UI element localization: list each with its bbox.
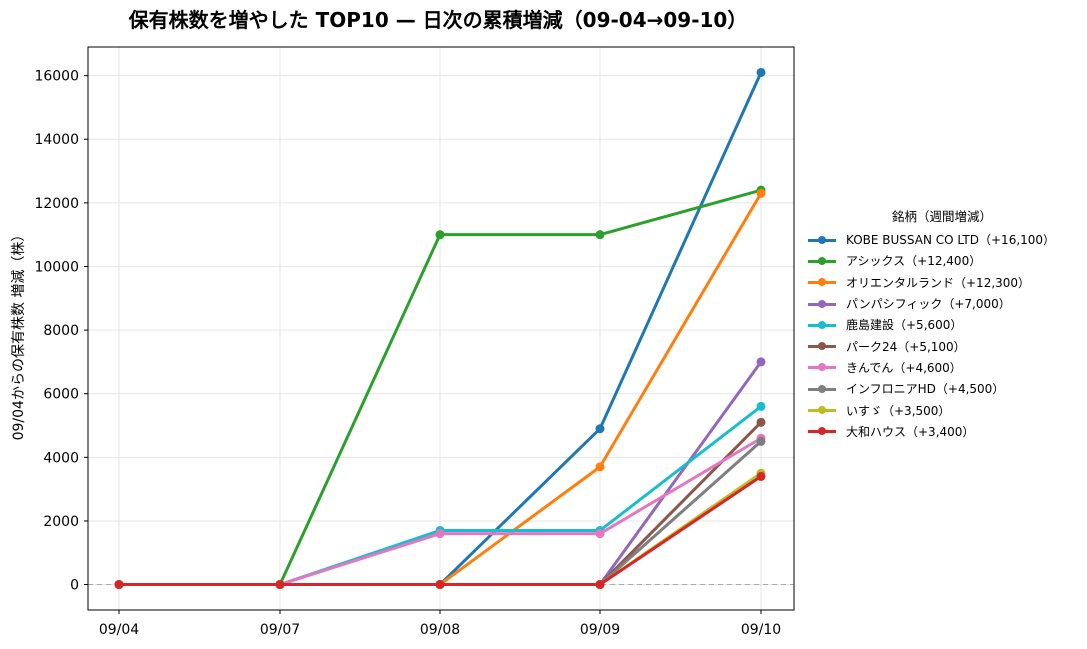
data-point	[435, 580, 445, 590]
data-point	[595, 230, 605, 240]
legend-swatch-marker	[818, 342, 826, 351]
data-point	[114, 580, 124, 590]
legend-item: きんでん（+4,600）	[806, 357, 1078, 378]
data-point	[756, 417, 766, 427]
axis-ticks: 0 2000 4000 6000 8000 10000 12000 14000 16000 09/…	[34, 69, 781, 638]
legend-swatch	[806, 383, 836, 395]
chart-title: 保有株数を増やした TOP10 — 日次の累積増減（09-04→09-10）	[128, 8, 748, 32]
legend-item: パーク24（+5,100）	[806, 335, 1078, 356]
series-大和ハウス（+3,400）	[114, 471, 766, 590]
legend-swatch	[806, 361, 836, 373]
legend-label: パーク24（+5,100）	[846, 339, 966, 354]
y-tick-label: 14000	[34, 132, 79, 148]
data-point	[595, 529, 605, 539]
grid-lines	[88, 47, 794, 610]
legend-item: インフロニアHD（+4,500）	[806, 378, 1078, 399]
legend-item: 鹿島建設（+5,600）	[806, 314, 1078, 335]
legend-label: いすゞ（+3,500）	[846, 403, 951, 418]
data-point	[756, 357, 766, 367]
x-tick-label: 09/08	[420, 622, 460, 638]
x-tick-label: 09/10	[741, 622, 781, 638]
legend-label: オリエンタルランド（+12,300）	[846, 275, 1031, 290]
legend-swatch-marker	[818, 278, 826, 287]
y-tick-label: 6000	[43, 387, 79, 403]
legend-title: 銘柄（週間増減）	[891, 209, 992, 224]
legend-swatch	[806, 404, 836, 416]
legend-swatch	[806, 340, 836, 352]
data-point	[595, 462, 605, 472]
x-tick-label: 09/04	[99, 622, 139, 638]
data-point	[595, 580, 605, 590]
data-point	[756, 401, 766, 411]
data-point	[756, 67, 766, 77]
y-tick-label: 2000	[43, 514, 79, 530]
data-point	[756, 436, 766, 446]
legend-item: 大和ハウス（+3,400）	[806, 421, 1078, 442]
legend-label: KOBE BUSSAN CO LTD（+16,100）	[846, 233, 1056, 248]
data-point	[756, 471, 766, 481]
legend-label: 大和ハウス（+3,400）	[846, 424, 975, 439]
data-point	[756, 188, 766, 198]
legend-swatch	[806, 255, 836, 267]
legend-label: インフロニアHD（+4,500）	[846, 382, 1005, 397]
legend-label: きんでん（+4,600）	[846, 360, 962, 375]
legend-label: 鹿島建設（+5,600）	[846, 318, 963, 333]
legend-swatch	[806, 276, 836, 288]
y-tick-label: 0	[70, 578, 79, 594]
y-tick-label: 4000	[43, 450, 79, 466]
legend-item: パンパシフィック（+7,000）	[806, 293, 1078, 314]
plot-frame	[87, 46, 795, 611]
x-tick-label: 09/09	[580, 622, 620, 638]
legend-item: いすゞ（+3,500）	[806, 399, 1078, 420]
legend-swatch-marker	[818, 320, 826, 329]
legend-swatch-marker	[818, 299, 826, 308]
legend-swatch	[806, 319, 836, 331]
data-point	[435, 529, 445, 539]
data-point	[275, 580, 285, 590]
legend-swatch-marker	[818, 384, 826, 393]
data-point	[435, 230, 445, 240]
y-tick-label: 16000	[34, 69, 79, 85]
y-tick-label: 10000	[34, 259, 79, 275]
legend-item: アシックス（+12,400）	[806, 250, 1078, 271]
y-tick-label: 8000	[43, 323, 79, 339]
legend-swatch	[806, 234, 836, 246]
legend-label: アシックス（+12,400）	[846, 254, 982, 269]
legend-swatch-marker	[818, 235, 826, 244]
legend-swatch-marker	[818, 427, 826, 436]
legend-item: オリエンタルランド（+12,300）	[806, 272, 1078, 293]
legend-swatch	[806, 425, 836, 437]
legend-swatch	[806, 298, 836, 310]
legend: 銘柄（週間増減） KOBE BUSSAN CO LTD（+16,100） アシック…	[806, 206, 1078, 442]
legend-swatch-marker	[818, 363, 826, 372]
legend-item: KOBE BUSSAN CO LTD（+16,100）	[806, 229, 1078, 250]
x-tick-label: 09/07	[260, 622, 300, 638]
legend-swatch-marker	[818, 256, 826, 265]
legend-label: パンパシフィック（+7,000）	[846, 297, 1011, 312]
data-point	[595, 424, 605, 434]
series-group	[114, 67, 766, 590]
legend-swatch-marker	[818, 406, 826, 415]
y-tick-label: 12000	[34, 196, 79, 212]
legend-items: KOBE BUSSAN CO LTD（+16,100） アシックス（+12,400…	[806, 229, 1078, 442]
